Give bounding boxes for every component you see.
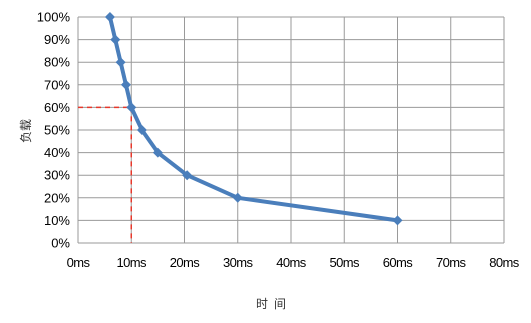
data-point-marker [182, 170, 193, 181]
data-point-marker [120, 79, 131, 90]
x-tick-labels: 0ms 10ms 20ms 30ms 40ms 50ms 60ms 70ms 80ms [67, 255, 521, 270]
x-tick-label: 10ms [117, 255, 147, 270]
data-point-marker [232, 192, 243, 203]
data-point-marker [126, 102, 137, 113]
y-tick-label: 50% [44, 123, 70, 138]
data-point-marker [136, 125, 147, 135]
x-tick-label: 30ms [223, 255, 253, 270]
x-tick-label: 60ms [383, 255, 413, 270]
grid-lines [77, 16, 505, 244]
y-tick-labels: 0% 10% 20% 30% 40% 50% 60% 70% 80% 90% 100% [37, 10, 71, 251]
x-tick-label: 0ms [67, 255, 91, 270]
y-axis-label: 负载 [19, 119, 33, 143]
y-tick-label: 40% [44, 145, 70, 160]
series-polyline [107, 15, 400, 223]
data-point-marker [110, 34, 121, 45]
y-tick-label: 60% [44, 100, 70, 115]
data-point-marker [152, 147, 163, 158]
series-line [104, 12, 403, 226]
data-point-marker [392, 215, 403, 226]
y-tick-label: 100% [37, 10, 71, 25]
x-tick-label: 40ms [276, 255, 306, 270]
y-tick-label: 20% [44, 190, 70, 205]
reference-lines [78, 106, 132, 243]
data-point-marker [104, 12, 115, 22]
x-tick-label: 70ms [436, 255, 466, 270]
x-tick-label: 50ms [330, 255, 360, 270]
y-tick-label: 70% [44, 77, 70, 92]
x-tick-label: 20ms [170, 255, 200, 270]
y-tick-label: 10% [44, 213, 70, 228]
y-tick-label: 90% [44, 32, 70, 47]
x-axis-label: 时间 [256, 297, 292, 311]
y-tick-label: 80% [44, 55, 70, 70]
x-tick-label: 80ms [489, 255, 519, 270]
data-point-marker [115, 57, 126, 68]
y-tick-label: 30% [44, 168, 70, 183]
y-tick-label: 0% [51, 236, 70, 251]
